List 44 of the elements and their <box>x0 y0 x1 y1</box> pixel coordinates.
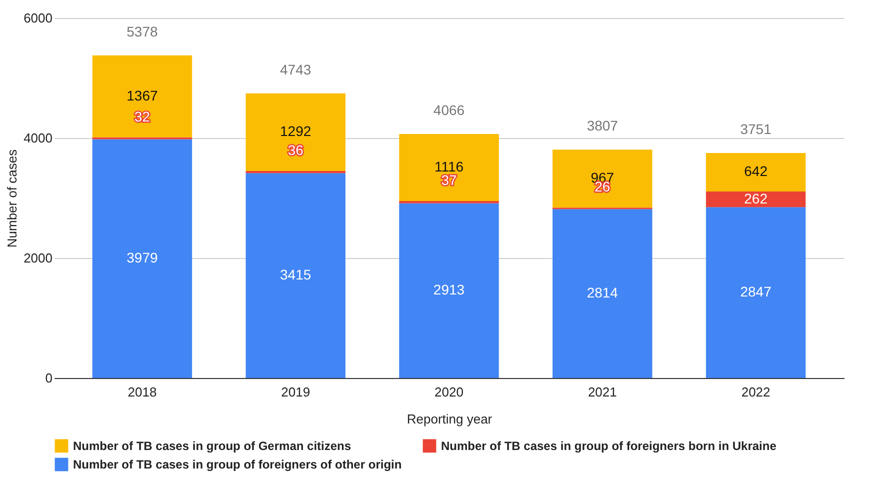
data-label: 37 <box>441 172 457 188</box>
data-label: 2913 <box>433 282 465 298</box>
y-tick-label: 2000 <box>24 250 52 266</box>
x-axis-title: Reporting year <box>406 412 493 426</box>
x-tick-label: 2020 <box>434 384 464 400</box>
data-label: 262 <box>744 190 768 206</box>
bar <box>552 150 652 208</box>
bar <box>92 139 192 378</box>
y-tick-label: 0 <box>45 370 52 386</box>
legend-label: Number of TB cases in group of foreigners of other origin <box>73 458 402 472</box>
data-label: 2847 <box>740 284 772 300</box>
x-tick-label: 2021 <box>588 384 617 400</box>
data-label: 1116 <box>434 158 464 175</box>
bar <box>92 55 192 138</box>
total-label: 5378 <box>126 23 158 40</box>
x-tick-label: 2022 <box>741 384 770 400</box>
y-axis-title: Number of cases <box>4 148 20 248</box>
total-label: 3807 <box>586 118 618 134</box>
total-label: 4066 <box>433 102 465 118</box>
data-label: 1367 <box>126 87 158 104</box>
bar <box>706 207 806 378</box>
bar <box>246 173 346 378</box>
data-label: 36 <box>288 142 304 158</box>
y-tick-label: 4000 <box>24 130 52 146</box>
data-label: 1292 <box>280 123 312 140</box>
bar <box>246 170 346 174</box>
data-label: 32 <box>134 108 150 124</box>
data-label: 3415 <box>280 266 312 283</box>
bar <box>706 191 806 208</box>
bar <box>552 209 652 378</box>
data-label: 642 <box>744 163 768 180</box>
total-label: 4743 <box>280 61 312 78</box>
x-tick-label: 2018 <box>128 384 157 400</box>
bar <box>706 152 806 192</box>
x-tick-label: 2019 <box>281 384 310 400</box>
total-label: 3751 <box>740 120 772 137</box>
bar <box>399 203 499 378</box>
legend-label: Number of TB cases in group of foreigners born in Ukraine <box>441 438 777 453</box>
bar <box>399 134 499 201</box>
legend-label: Number of TB cases in group of German citizens <box>73 438 352 453</box>
bar <box>246 93 346 171</box>
data-label: 3979 <box>126 250 158 266</box>
y-tick-label: 6000 <box>24 10 52 26</box>
data-label: 2814 <box>586 284 618 301</box>
